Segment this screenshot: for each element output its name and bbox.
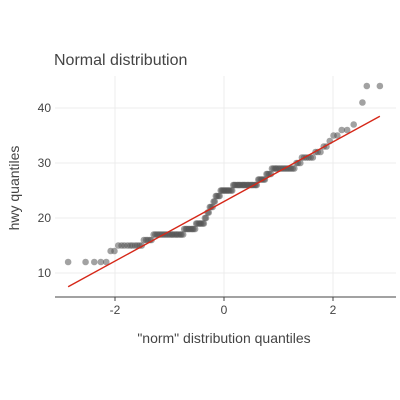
data-point bbox=[64, 258, 72, 266]
x-tick-label: -2 bbox=[110, 303, 121, 317]
data-point bbox=[376, 82, 384, 90]
data-point bbox=[191, 225, 199, 233]
data-point bbox=[228, 187, 236, 194]
data-point bbox=[343, 126, 351, 134]
y-tick-label: 40 bbox=[38, 101, 52, 115]
data-point bbox=[350, 121, 358, 128]
data-point bbox=[359, 99, 366, 106]
data-point bbox=[102, 258, 110, 266]
data-point bbox=[179, 231, 187, 238]
x-tick-label: 0 bbox=[221, 303, 228, 317]
grid bbox=[55, 76, 396, 297]
tick-labels: -2 0 2 10 20 30 40 bbox=[38, 101, 337, 317]
reference-line bbox=[67, 115, 381, 288]
y-tick-label: 20 bbox=[38, 211, 52, 225]
data-point bbox=[338, 126, 346, 134]
data-point bbox=[363, 82, 371, 90]
reference-line-layer bbox=[67, 115, 381, 288]
data-point bbox=[334, 132, 341, 139]
y-tick-label: 10 bbox=[38, 266, 52, 280]
data-point bbox=[200, 220, 208, 227]
data-points bbox=[64, 82, 384, 266]
data-point bbox=[291, 165, 298, 172]
data-point bbox=[82, 258, 89, 266]
data-point bbox=[216, 192, 223, 200]
chart-title: Normal distribution bbox=[54, 52, 188, 69]
y-axis-title: hwy quantiles bbox=[6, 146, 22, 231]
x-axis-title: "norm" distribution quantiles bbox=[137, 330, 310, 346]
data-point bbox=[111, 247, 118, 255]
data-point bbox=[211, 198, 219, 205]
data-point bbox=[309, 154, 317, 161]
x-tick-label: 2 bbox=[330, 303, 337, 317]
data-point bbox=[97, 258, 105, 266]
y-tick-label: 30 bbox=[38, 156, 52, 170]
data-point bbox=[90, 258, 98, 266]
data-point bbox=[202, 214, 210, 222]
